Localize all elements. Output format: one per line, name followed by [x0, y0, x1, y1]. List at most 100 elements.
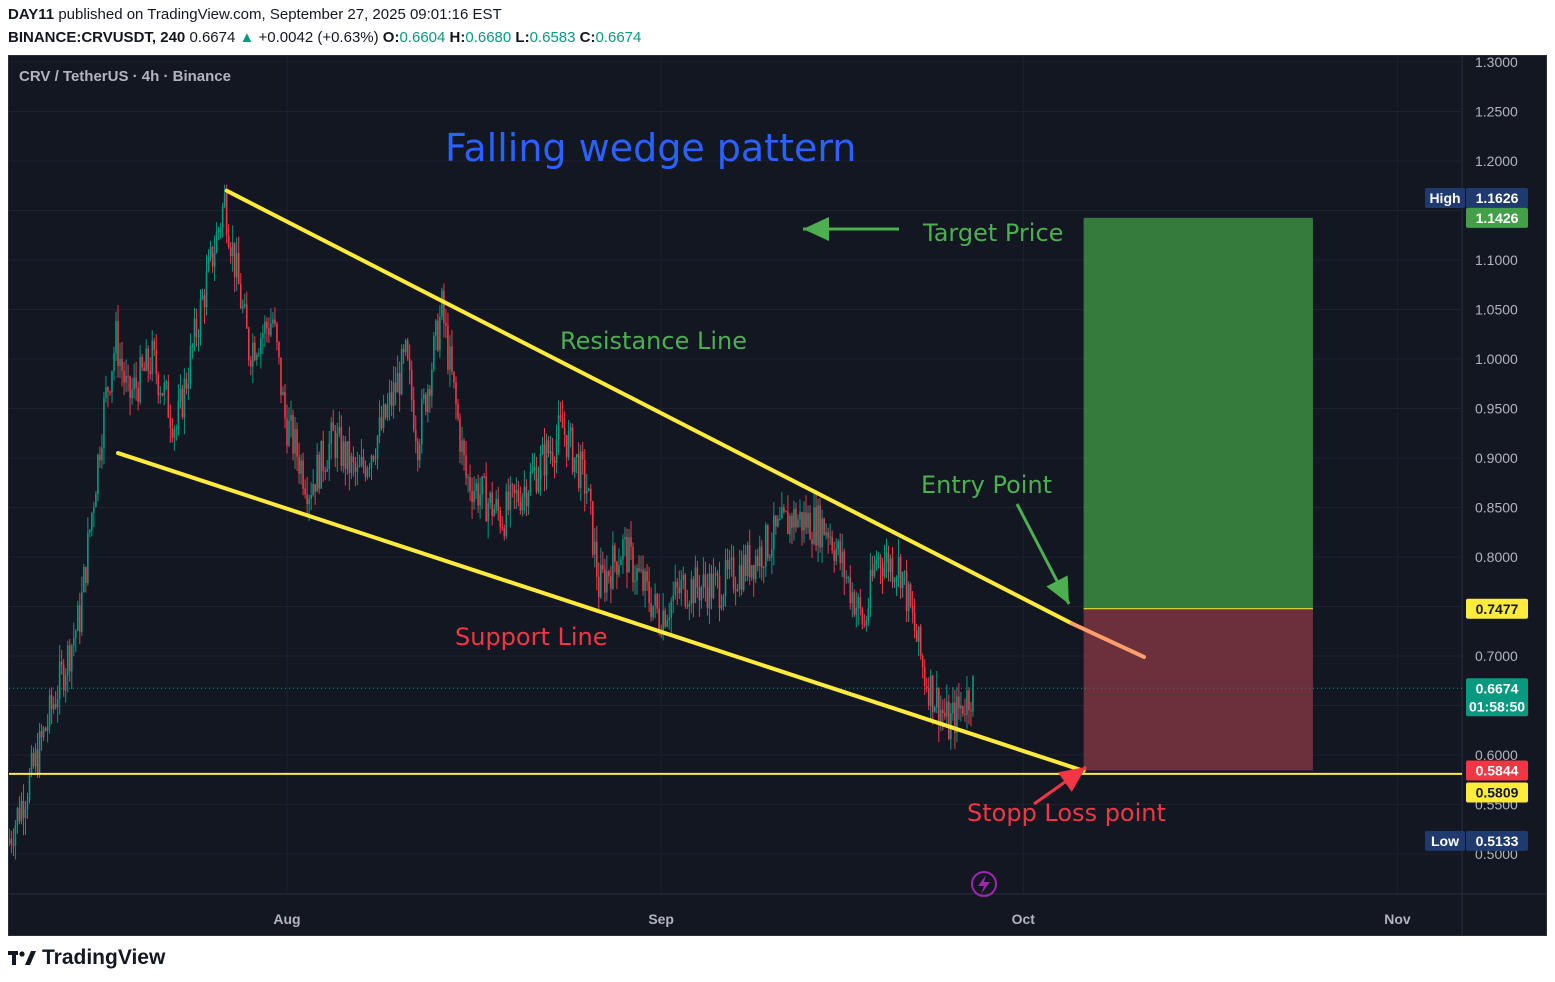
candle-body — [547, 440, 550, 454]
y-tick-label: 0.6000 — [1475, 747, 1518, 763]
candle-body — [523, 486, 526, 497]
tradingview-logo[interactable]: TradingView — [8, 946, 165, 970]
candle-body — [511, 484, 514, 486]
candle-body — [501, 527, 504, 529]
candle-body — [211, 246, 214, 267]
support-line — [116, 451, 1086, 773]
candle-body — [632, 546, 634, 583]
candle-body — [52, 704, 55, 709]
candle-body — [145, 348, 147, 371]
tradingview-logo-icon — [8, 951, 36, 965]
low-price-label-tag-text: Low — [1431, 833, 1459, 849]
candle-body — [849, 577, 852, 604]
candle-body — [764, 525, 767, 567]
candle-body — [915, 630, 918, 642]
candle-body — [724, 560, 727, 596]
last-price-axis-label-bg — [1466, 678, 1528, 717]
candle-body — [819, 505, 821, 548]
high-price-label-tag-bg — [1425, 188, 1465, 209]
candle-body — [614, 545, 616, 562]
candle-body — [821, 518, 823, 548]
candle-body — [64, 675, 67, 691]
candle-body — [583, 459, 586, 494]
candle-body — [469, 477, 471, 492]
candle-body — [885, 552, 888, 563]
candle-body — [861, 608, 864, 625]
entry-point-label: Entry Point — [921, 471, 1053, 499]
last-price-axis-label-value: 0.6674 — [1476, 680, 1519, 696]
candle-body — [769, 557, 771, 559]
candle-body — [396, 372, 399, 393]
candle-body — [372, 456, 375, 460]
resistance-line — [224, 188, 1074, 626]
candle-body — [591, 501, 594, 555]
candle-body — [406, 340, 409, 359]
low-price-label-bg — [1466, 830, 1528, 851]
candle-body — [410, 370, 413, 400]
candle-body — [732, 557, 735, 589]
candle-body — [851, 592, 854, 604]
level-price-axis-bg — [1466, 782, 1528, 803]
candle-body — [125, 375, 127, 383]
candle-body — [652, 605, 654, 618]
candle-body — [519, 502, 522, 511]
candle-body — [678, 587, 681, 594]
candle-body — [483, 476, 485, 478]
candle-body — [907, 584, 910, 612]
candle-body — [350, 456, 353, 473]
brand-name: TradingView — [42, 946, 166, 969]
candle-body — [237, 252, 240, 285]
candle-body — [730, 557, 733, 560]
candle-body — [157, 374, 160, 395]
candle-body — [927, 688, 930, 707]
candle-body — [386, 404, 389, 418]
candle-body — [650, 603, 652, 618]
candle-body — [18, 808, 21, 822]
candle-body — [783, 507, 785, 512]
x-tick-label: Nov — [1384, 911, 1411, 927]
candle-body — [111, 371, 113, 393]
candle-body — [336, 433, 339, 458]
candle-body — [179, 388, 182, 402]
candle-body — [12, 843, 15, 846]
candle-body — [459, 418, 461, 452]
y-tick-label: 0.8000 — [1475, 549, 1518, 565]
candle-body — [425, 394, 427, 413]
candle-body — [193, 318, 196, 346]
candle-body — [54, 704, 57, 708]
candle-body — [404, 340, 407, 353]
candle-body — [243, 304, 246, 307]
candle-body — [944, 713, 946, 717]
candle-body — [551, 451, 554, 461]
candle-body — [835, 549, 837, 561]
candle-body — [935, 688, 938, 708]
candle-body — [312, 484, 314, 496]
candle-body — [398, 372, 401, 395]
candle-body — [529, 471, 532, 493]
candle-body — [109, 391, 111, 393]
candle-body — [485, 476, 487, 522]
candle-body — [507, 491, 510, 511]
candle-body — [559, 415, 562, 418]
candle-body — [348, 441, 351, 473]
y-tick-label: 0.8500 — [1475, 500, 1518, 516]
candle-body — [567, 431, 570, 458]
chart-canvas[interactable]: 1.30001.25001.20001.15001.10001.05001.00… — [9, 56, 1547, 936]
candle-body — [891, 558, 894, 582]
candle-body — [249, 360, 252, 367]
candle-body — [215, 231, 218, 253]
candle-body — [628, 537, 630, 573]
candle-body — [664, 610, 666, 627]
y-tick-label: 0.9500 — [1475, 401, 1518, 417]
lightning-icon — [971, 871, 997, 897]
candle-body — [117, 321, 119, 367]
candle-body — [837, 541, 839, 550]
candle-body — [408, 358, 411, 371]
candle-body — [809, 513, 811, 540]
candle-body — [44, 728, 47, 731]
chart-pane[interactable]: 1.30001.25001.20001.15001.10001.05001.00… — [8, 55, 1547, 936]
candle-body — [183, 378, 186, 418]
candle-body — [475, 483, 477, 491]
candle-body — [595, 541, 598, 577]
candle-body — [171, 427, 174, 438]
